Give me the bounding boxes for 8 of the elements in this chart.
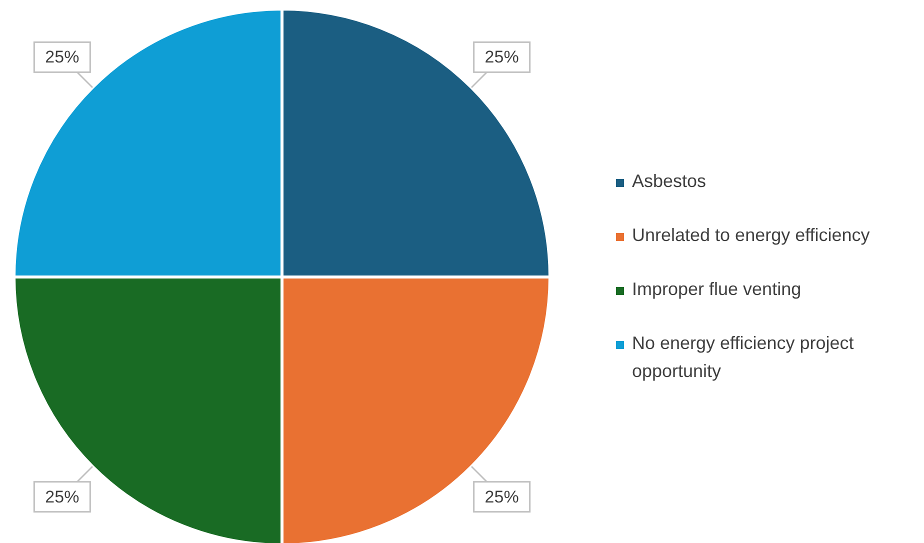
data-label: 25% — [45, 487, 80, 506]
data-label: 25% — [45, 48, 80, 67]
legend-label: Asbestos — [632, 170, 706, 192]
legend-label: No energy efficiency project opportunity — [632, 332, 855, 383]
data-label: 25% — [484, 487, 519, 506]
data-label: 25% — [484, 48, 519, 67]
legend-label: Unrelated to energy efficiency — [632, 224, 870, 247]
legend-label: Improper flue venting — [632, 278, 802, 301]
